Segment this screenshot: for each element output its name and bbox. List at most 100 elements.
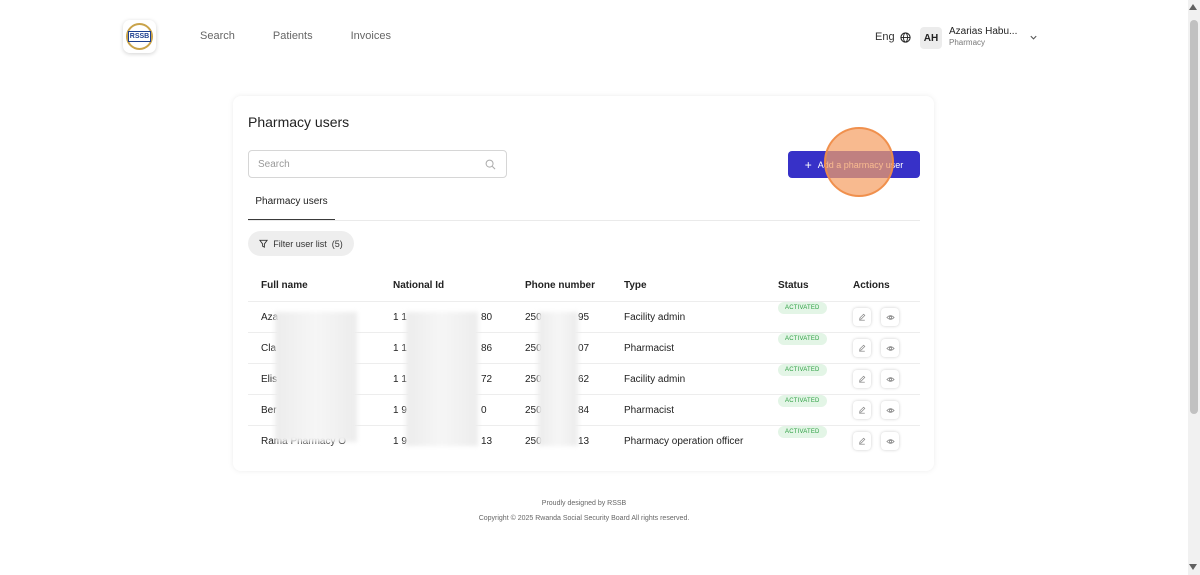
footer-copyright: Copyright © 2025 Rwanda Social Security … [478, 515, 690, 522]
status-badge: ACTIVATED [778, 364, 827, 376]
full-name: Ber [261, 405, 277, 416]
search-input[interactable] [249, 151, 469, 177]
edit-button[interactable] [853, 308, 871, 326]
pencil-icon [859, 313, 866, 321]
view-button[interactable] [881, 339, 899, 357]
phone-number-end: 07 [578, 343, 590, 354]
national-id: 1 9 [393, 405, 407, 416]
user-role: Pharmacy [949, 38, 986, 47]
scroll-up-arrow-icon[interactable] [1189, 4, 1197, 10]
user-name[interactable]: Azarias Habu... [949, 26, 1018, 37]
view-button[interactable] [881, 308, 899, 326]
avatar[interactable]: AH [920, 27, 942, 49]
col-actions: Actions [853, 280, 890, 291]
national-id-end: 86 [481, 343, 493, 354]
redacted-national-ids [406, 312, 478, 446]
col-full-name: Full name [261, 280, 308, 291]
table-row: Ber 1 9 0 250 84 Pharmacist ACTIVATED [248, 395, 920, 426]
logo-seal: RSSB [126, 23, 153, 50]
rssb-logo[interactable]: RSSB [123, 20, 156, 53]
tab-pharmacy-users[interactable]: Pharmacy users [248, 192, 335, 221]
status-badge: ACTIVATED [778, 333, 827, 345]
page-title: Pharmacy users [248, 114, 350, 130]
phone-number-end: 13 [578, 436, 590, 447]
national-id-end: 13 [481, 436, 493, 447]
table-row: Cla 1 1 86 250 07 Pharmacist ACTIVATED [248, 333, 920, 364]
col-type: Type [624, 280, 647, 291]
edit-button[interactable] [853, 432, 871, 450]
status-badge: ACTIVATED [778, 395, 827, 407]
eye-icon [885, 345, 895, 351]
phone-number-end: 62 [578, 374, 590, 385]
main-nav: Search Patients Invoices [200, 30, 429, 42]
eye-icon [885, 314, 895, 320]
search-icon [485, 159, 496, 170]
filter-count: (5) [331, 238, 343, 249]
national-id: 1 9 [393, 436, 407, 447]
status-badge: ACTIVATED [778, 302, 827, 314]
view-button[interactable] [881, 401, 899, 419]
search-box[interactable] [248, 150, 507, 178]
national-id-end: 80 [481, 312, 493, 323]
col-phone-number: Phone number [525, 280, 596, 291]
edit-button[interactable] [853, 370, 871, 388]
national-id-end: 0 [481, 405, 487, 416]
vertical-scrollbar[interactable] [1188, 0, 1200, 575]
full-name: Aza [261, 312, 279, 323]
filter-label: Filter user list [273, 238, 327, 249]
phone-number: 250 [525, 343, 542, 354]
add-button-label: Add a pharmacy user [817, 159, 904, 170]
pharmacy-users-card: Pharmacy users + Add a pharmacy user Pha… [233, 96, 934, 471]
chevron-down-icon[interactable] [1029, 33, 1038, 42]
eye-icon [885, 407, 895, 413]
table-header: Full name National Id Phone number Type … [248, 280, 920, 302]
add-pharmacy-user-button[interactable]: + Add a pharmacy user [788, 151, 920, 178]
phone-number-end: 84 [578, 405, 590, 416]
nav-invoices[interactable]: Invoices [350, 30, 391, 42]
plus-icon: + [804, 157, 812, 172]
language-label: Eng [875, 31, 895, 43]
redacted-phone-numbers [538, 312, 578, 446]
eye-icon [885, 438, 895, 444]
phone-number: 250 [525, 436, 542, 447]
table-row: Aza 1 1 80 250 95 Facility admin ACTIVAT… [248, 302, 920, 333]
national-id: 1 1 [393, 374, 407, 385]
phone-number-end: 95 [578, 312, 590, 323]
full-name: Elis [261, 374, 278, 385]
edit-button[interactable] [853, 339, 871, 357]
filter-user-list-button[interactable]: Filter user list (5) [248, 231, 354, 256]
phone-number: 250 [525, 374, 542, 385]
pencil-icon [859, 437, 866, 445]
col-national-id: National Id [393, 280, 445, 291]
user-type: Facility admin [624, 312, 686, 323]
phone-number: 250 [525, 312, 542, 323]
globe-icon [899, 31, 911, 43]
tab-divider [248, 220, 920, 221]
status-badge: ACTIVATED [778, 426, 827, 438]
user-type: Pharmacist [624, 405, 675, 416]
table-row: Elis 1 1 72 250 62 Facility admin ACTIVA… [248, 364, 920, 395]
col-status: Status [778, 280, 809, 291]
national-id: 1 1 [393, 312, 407, 323]
pencil-icon [859, 375, 866, 383]
eye-icon [885, 376, 895, 382]
logo-text: RSSB [127, 31, 152, 42]
phone-number: 250 [525, 405, 542, 416]
language-selector[interactable]: Eng [875, 31, 911, 43]
user-type: Pharmacist [624, 343, 675, 354]
nav-search[interactable]: Search [200, 30, 235, 42]
redacted-names [275, 312, 357, 442]
view-button[interactable] [881, 370, 899, 388]
national-id-end: 72 [481, 374, 493, 385]
national-id: 1 1 [393, 343, 407, 354]
scroll-thumb[interactable] [1190, 20, 1198, 414]
view-button[interactable] [881, 432, 899, 450]
user-type: Pharmacy operation officer [624, 436, 744, 447]
scroll-down-arrow-icon[interactable] [1189, 564, 1197, 570]
edit-button[interactable] [853, 401, 871, 419]
pencil-icon [859, 344, 866, 352]
full-name: Cla [261, 343, 277, 354]
user-type: Facility admin [624, 374, 686, 385]
nav-patients[interactable]: Patients [272, 30, 313, 42]
filter-icon [259, 239, 269, 248]
